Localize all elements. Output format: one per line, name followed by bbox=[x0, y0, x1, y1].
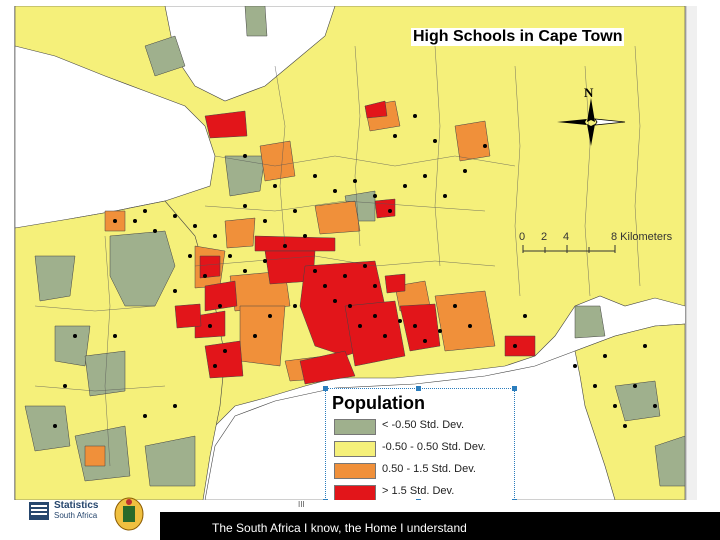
legend-item: 0.50 - 1.5 Std. Dev. bbox=[334, 461, 512, 479]
resize-handle[interactable] bbox=[323, 499, 328, 500]
legend-label: > 1.5 Std. Dev. bbox=[382, 485, 455, 497]
statistics-south-africa-logo: Statistics South Africa bbox=[28, 496, 98, 528]
legend-label: < -0.50 Std. Dev. bbox=[382, 419, 465, 431]
legend[interactable]: Population < -0.50 Std. Dev. -0.50 - 0.5… bbox=[323, 386, 517, 500]
resize-handle[interactable] bbox=[416, 386, 421, 391]
north-label: N bbox=[584, 85, 594, 100]
district-boundaries bbox=[34, 45, 641, 467]
vertical-scrollbar[interactable] bbox=[686, 6, 697, 500]
resize-handle[interactable] bbox=[416, 499, 421, 500]
scale-end-label: 8 Kilometers bbox=[611, 231, 673, 243]
logo-text: South Africa bbox=[54, 511, 98, 520]
legend-item: -0.50 - 0.50 Std. Dev. bbox=[334, 439, 512, 457]
legend-swatch bbox=[334, 419, 376, 435]
legend-swatch bbox=[334, 485, 376, 500]
legend-label: -0.50 - 0.50 Std. Dev. bbox=[382, 441, 486, 453]
resize-handle[interactable] bbox=[512, 499, 517, 500]
scale-tick-label: 2 bbox=[541, 231, 548, 243]
footer: The South Africa I know, the Home I unde… bbox=[0, 512, 720, 540]
legend-title: Population bbox=[332, 393, 425, 413]
legend-swatch bbox=[334, 441, 376, 457]
stats-logo-icon bbox=[29, 502, 49, 520]
scale-bar: 0 2 4 8 Kilometers bbox=[519, 231, 685, 261]
scale-tick-label: 4 bbox=[563, 231, 570, 243]
legend-item: > 1.5 Std. Dev. bbox=[334, 483, 512, 500]
legend-label: 0.50 - 1.5 Std. Dev. bbox=[382, 463, 476, 475]
footer-tagline: The South Africa I know, the Home I unde… bbox=[212, 521, 467, 535]
map-frame: High Schools in Cape Town N 0 2 4 8 Kilo… bbox=[14, 6, 686, 500]
resize-handle[interactable] bbox=[323, 386, 328, 391]
school-points bbox=[53, 114, 657, 428]
resize-handle[interactable] bbox=[512, 386, 517, 391]
coat-of-arms-icon bbox=[114, 497, 144, 531]
footer-band: The South Africa I know, the Home I unde… bbox=[160, 512, 720, 540]
legend-item: < -0.50 Std. Dev. bbox=[334, 417, 512, 435]
very-high-zones bbox=[174, 100, 536, 385]
logo-text: Statistics bbox=[54, 500, 99, 511]
horizontal-scroll-grip[interactable]: III bbox=[298, 500, 305, 509]
low-zones bbox=[24, 6, 685, 487]
map-title: High Schools in Cape Town bbox=[411, 28, 625, 46]
scale-bar-ruler bbox=[522, 245, 616, 253]
north-arrow-icon bbox=[557, 98, 626, 146]
legend-swatch bbox=[334, 463, 376, 479]
scale-tick-label: 0 bbox=[519, 231, 526, 243]
